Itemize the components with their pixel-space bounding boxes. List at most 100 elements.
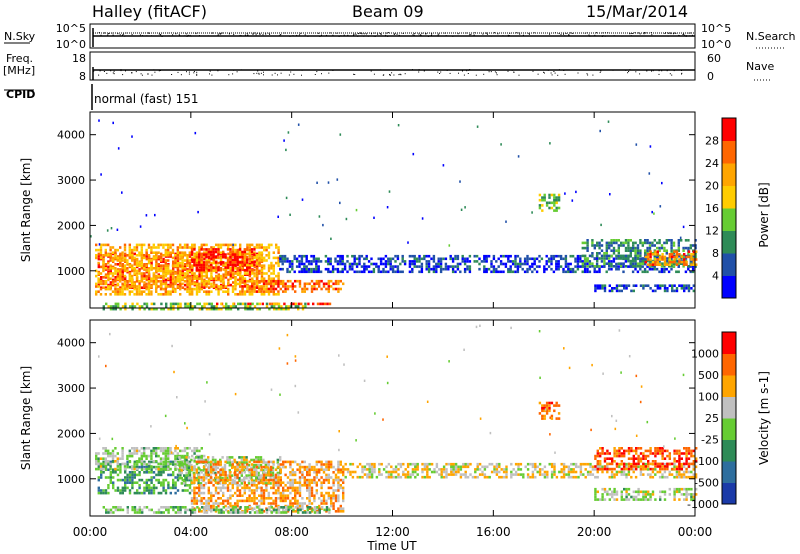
power-cell (605, 249, 608, 252)
velocity-cell (190, 489, 194, 492)
power-cell (581, 254, 584, 258)
power-cell (131, 269, 134, 273)
nsky-point (470, 33, 472, 35)
nsky-point (457, 33, 459, 35)
power-cell (437, 260, 440, 263)
velocity-cell (315, 491, 318, 495)
nsky-point (340, 35, 342, 37)
power-cell (133, 272, 136, 275)
nsky-point (490, 35, 492, 37)
power-cell (310, 285, 314, 288)
velocity-cell (243, 491, 246, 495)
power-cell (292, 302, 296, 306)
power-cell (277, 285, 280, 288)
power-cell (145, 263, 148, 266)
velocity-cell (207, 471, 210, 475)
power-cell (586, 262, 589, 266)
power-cell (303, 285, 306, 288)
power-cell (217, 290, 220, 293)
freq-point (496, 72, 497, 74)
velocity-cell (262, 489, 266, 492)
power-cell (128, 251, 131, 254)
power-cell (439, 257, 443, 261)
power-cell (547, 257, 551, 261)
velocity-cell (131, 508, 134, 512)
power-cell (244, 307, 247, 311)
power-cell (97, 280, 100, 283)
velocity-cell (250, 491, 254, 495)
velocity-cell (308, 465, 311, 469)
power-cell (243, 259, 247, 262)
power-cell (588, 260, 592, 263)
power-cell (133, 293, 136, 296)
velocity-cell (167, 506, 170, 509)
power-cell (210, 285, 213, 288)
velocity-cell (258, 499, 261, 503)
velocity-cell (272, 502, 275, 505)
power-cell (202, 248, 206, 251)
power-cell (246, 246, 249, 249)
nsky-point (246, 32, 248, 34)
velocity-cell (190, 497, 194, 500)
power-cell (649, 253, 652, 256)
velocity-cell (210, 460, 213, 464)
power-cell (336, 270, 340, 274)
freq-point (113, 73, 115, 75)
freq-point (196, 73, 198, 75)
velocity-cell (277, 463, 280, 466)
power-cell (133, 246, 136, 249)
velocity-cell (193, 502, 196, 505)
power-cell (289, 279, 292, 283)
power-cell (195, 293, 199, 296)
power-cell (162, 260, 165, 263)
velocity-cell (272, 499, 275, 503)
power-cell (514, 270, 517, 274)
nsky-point (607, 32, 609, 34)
nsky-point (367, 35, 369, 37)
power-cell (217, 274, 220, 278)
power-cell (644, 249, 647, 252)
power-cell (116, 282, 119, 286)
freq-tick-top: 18 (72, 52, 86, 65)
velocity-cell (176, 454, 179, 458)
velocity-cell (253, 460, 256, 464)
velocity-cell (298, 504, 302, 508)
velocity-cell (159, 449, 163, 453)
power-cell (265, 302, 269, 306)
power-cell (121, 305, 125, 308)
velocity-cell (260, 499, 263, 503)
velocity-cell (325, 476, 328, 479)
velocity-cell (207, 491, 210, 495)
power-cell (121, 270, 124, 274)
velocity-cell (155, 486, 158, 490)
velocity-cell (313, 499, 316, 503)
velocity-cell (306, 484, 309, 487)
velocity-cell (260, 494, 263, 497)
power-cell (143, 285, 146, 288)
power-cell (243, 250, 246, 254)
nsky-point (123, 33, 125, 35)
velocity-cell (133, 506, 137, 509)
power-cell (665, 241, 668, 245)
power-cell (327, 270, 330, 274)
freq-point (592, 74, 594, 76)
velocity-cell (133, 473, 136, 477)
power-cell (99, 246, 103, 249)
power-cell (135, 287, 139, 291)
power-cell (301, 305, 305, 308)
power-cell (152, 282, 155, 286)
power-cell (303, 267, 306, 271)
power-cell (316, 302, 320, 306)
freq-point (439, 73, 441, 74)
power-cell (265, 254, 268, 257)
power-cell (598, 267, 601, 271)
velocity-cell (262, 476, 266, 479)
nsky-point (466, 32, 468, 34)
power-cell (586, 257, 589, 260)
nsky-point (558, 33, 560, 35)
velocity-cell (226, 502, 230, 505)
velocity-cell (246, 507, 249, 510)
power-cell (222, 264, 225, 267)
power-cell (157, 293, 160, 296)
velocity-cell (104, 491, 108, 495)
